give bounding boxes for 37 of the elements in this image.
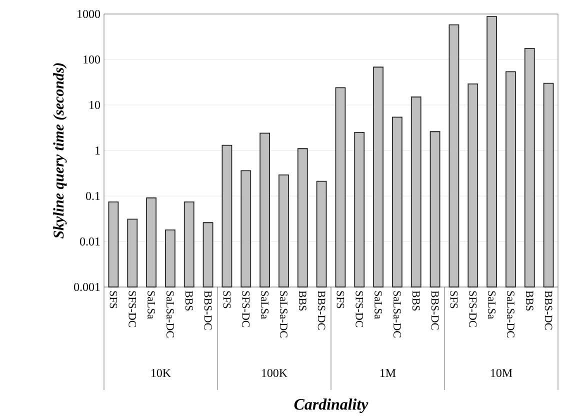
- y-tick-label: 0.01: [80, 237, 100, 246]
- x-tick-label: BBS-DC: [431, 290, 439, 330]
- x-tick-label: BBS: [412, 290, 420, 311]
- x-tick-label: SaLSa: [148, 291, 155, 319]
- x-tick-label: BBS: [298, 290, 306, 311]
- x-tick-label: BBS-DC: [318, 290, 326, 330]
- y-axis-title: Skyline query time (seconds): [53, 63, 67, 238]
- x-tick-label: SFS-DC: [128, 291, 136, 328]
- x-tick-label: SaLSa: [374, 291, 382, 319]
- text: 10K: [152, 368, 171, 378]
- x-tick-label: SFS-DC: [356, 291, 364, 328]
- y-tick-label: 10: [90, 100, 100, 110]
- x-tick-label: SaLSa: [261, 291, 268, 319]
- text: 100K: [262, 368, 288, 378]
- x-tick-label: BBS-DC: [204, 290, 212, 330]
- x-tick-label: BBS: [185, 290, 193, 311]
- y-tick-label: 1000: [78, 10, 100, 18]
- x-tick-label: SFS-DC: [242, 291, 250, 328]
- x-tick-label: SFS: [450, 291, 458, 308]
- x-tick-label: SaLSa-DC: [394, 291, 401, 338]
- y-tick-label: 0.1: [86, 192, 100, 200]
- x-tick-label: SFS: [223, 291, 231, 308]
- x-axis-title: Cardinality: [294, 398, 368, 414]
- x-tick-label: SaLSa-DC: [507, 291, 514, 338]
- x-tick-label: SaLSa-DC: [166, 291, 174, 338]
- x-tick-label: SaLSa-DC: [280, 291, 288, 338]
- text: 10M: [491, 368, 512, 378]
- text: 1M: [380, 369, 396, 377]
- x-tick-label: BBS-DC: [544, 290, 552, 330]
- y-tick-label: 100: [84, 55, 100, 64]
- y-tick-label: 1: [96, 146, 100, 154]
- x-tick-label: BBS: [526, 290, 534, 311]
- x-tick-label: SaLSa: [488, 291, 496, 319]
- x-tick-label: SFS: [110, 291, 118, 308]
- x-tick-label: SFS: [336, 291, 344, 308]
- x-tick-label: SFS-DC: [469, 291, 477, 328]
- y-tick-label: 0.001: [74, 282, 100, 292]
